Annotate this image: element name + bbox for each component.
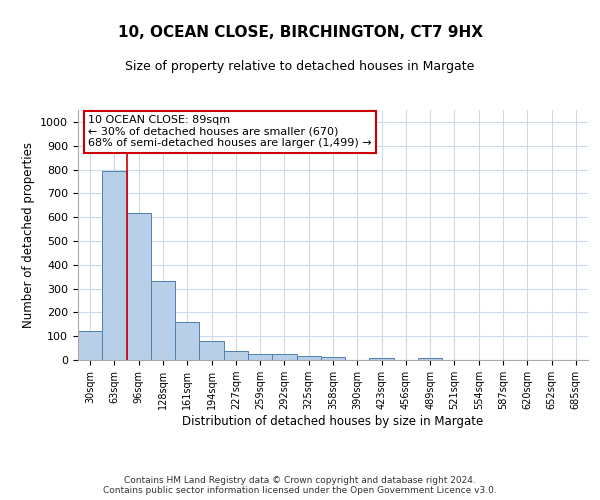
Bar	[224, 351, 248, 360]
Bar	[78, 331, 102, 360]
Bar	[321, 356, 345, 360]
Text: Size of property relative to detached houses in Margate: Size of property relative to detached ho…	[125, 60, 475, 73]
Bar	[151, 282, 175, 360]
Bar	[370, 358, 394, 360]
Bar	[127, 212, 151, 360]
Y-axis label: Number of detached properties: Number of detached properties	[22, 142, 35, 328]
X-axis label: Distribution of detached houses by size in Margate: Distribution of detached houses by size …	[182, 415, 484, 428]
Bar	[272, 354, 296, 360]
Bar	[296, 356, 321, 360]
Text: Contains HM Land Registry data © Crown copyright and database right 2024.
Contai: Contains HM Land Registry data © Crown c…	[103, 476, 497, 495]
Bar	[175, 322, 199, 360]
Bar	[102, 171, 127, 360]
Text: 10, OCEAN CLOSE, BIRCHINGTON, CT7 9HX: 10, OCEAN CLOSE, BIRCHINGTON, CT7 9HX	[118, 25, 482, 40]
Bar	[199, 341, 224, 360]
Bar	[418, 358, 442, 360]
Text: 10 OCEAN CLOSE: 89sqm
← 30% of detached houses are smaller (670)
68% of semi-det: 10 OCEAN CLOSE: 89sqm ← 30% of detached …	[88, 115, 372, 148]
Bar	[248, 354, 272, 360]
